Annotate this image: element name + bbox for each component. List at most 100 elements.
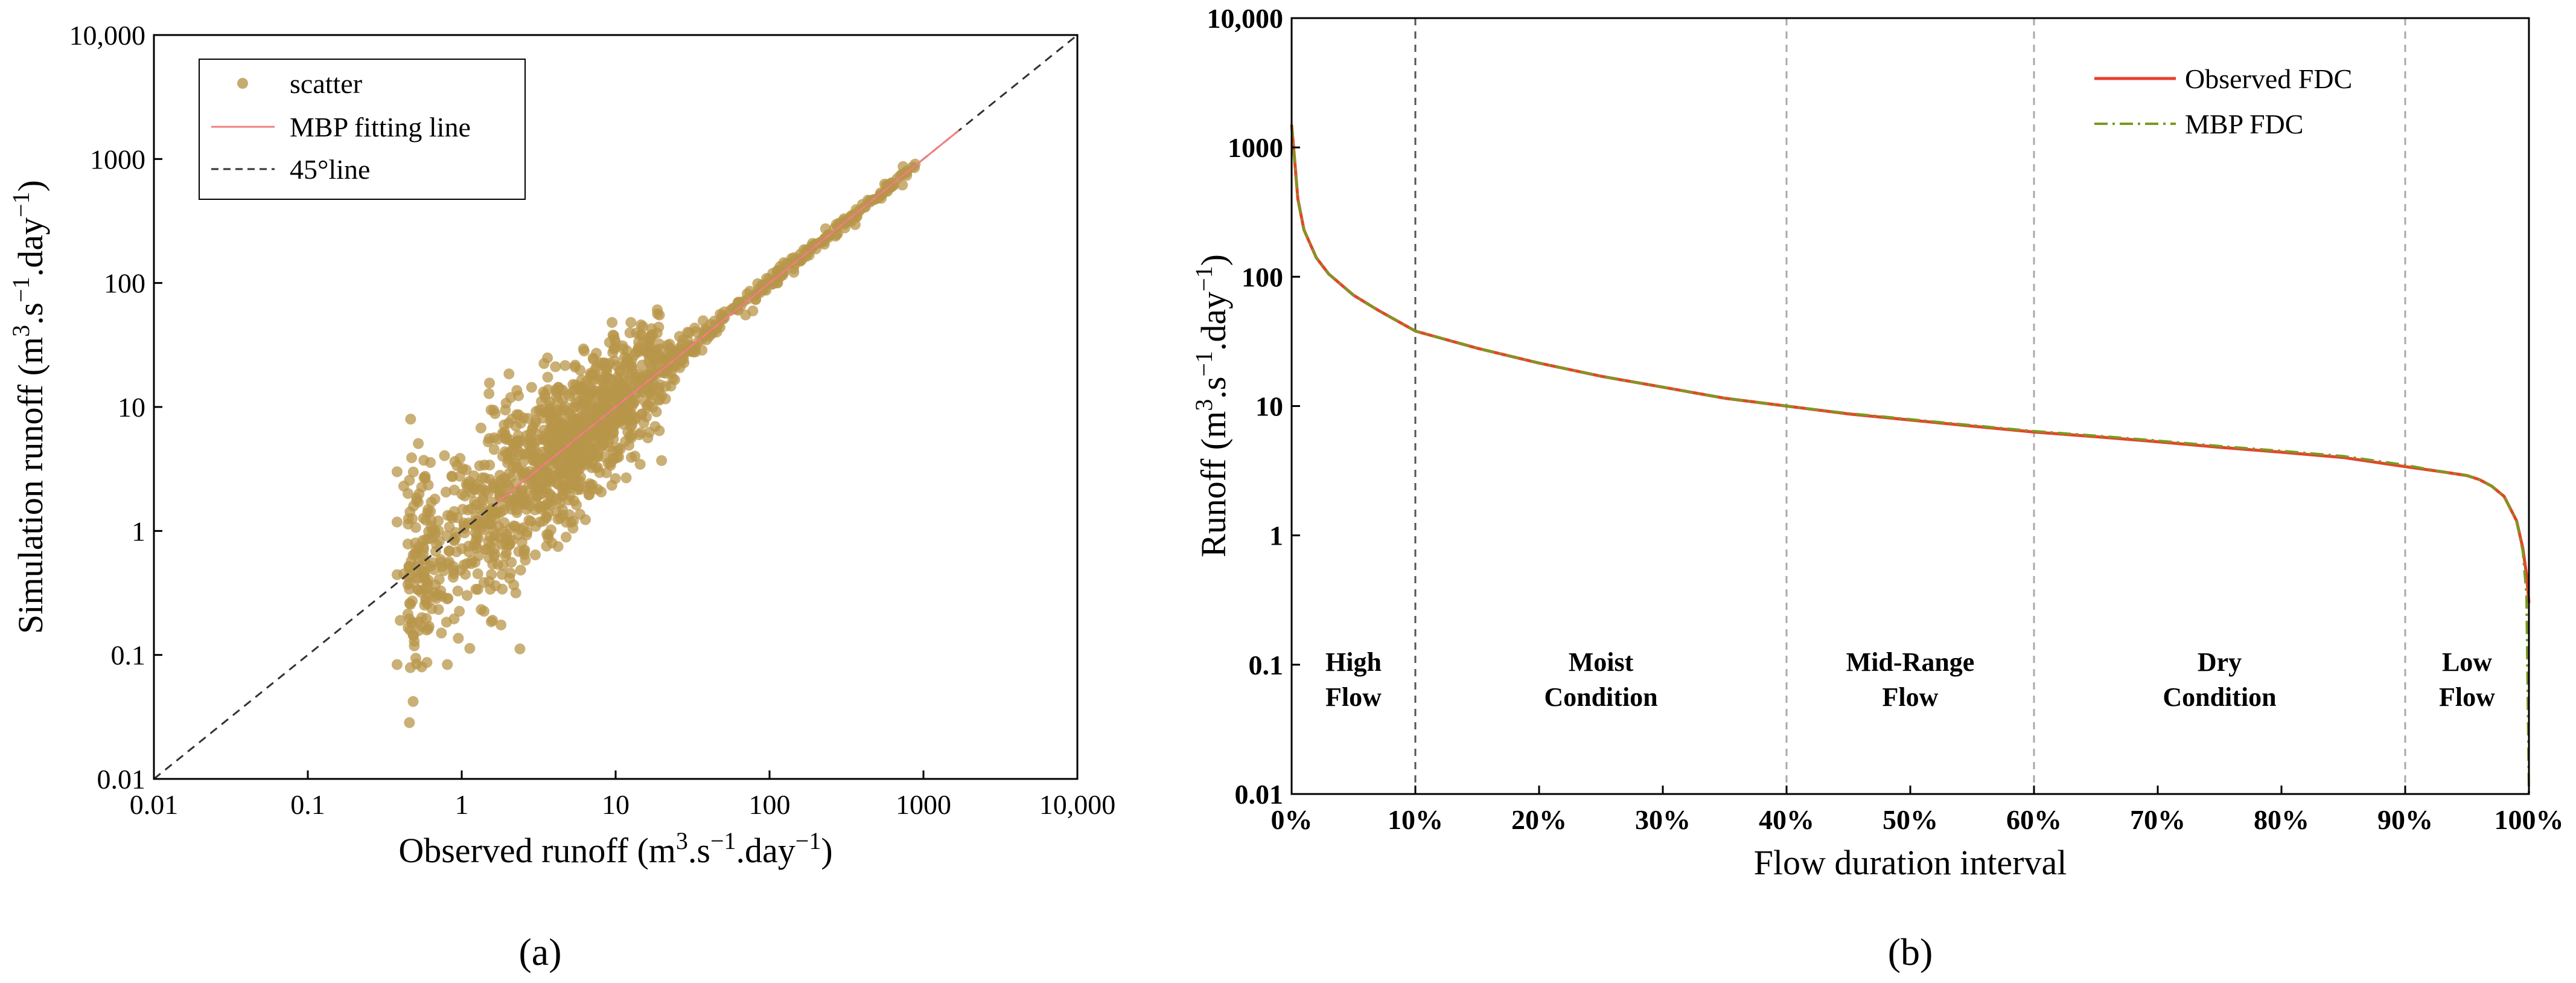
panel-a: 0.01 0.1 1 10 100 1000 10,000 0.01 0.1 1 10 100 100… xyxy=(7,20,1115,973)
scatter-point xyxy=(526,382,537,393)
scatter-point xyxy=(624,431,636,443)
y-tick-label-b: 100 xyxy=(1242,261,1283,292)
scatter-point xyxy=(496,490,507,502)
scatter-point xyxy=(629,450,640,462)
scatter-point xyxy=(454,606,465,617)
legend-label-45: 45°line xyxy=(290,154,370,185)
scatter-point xyxy=(560,531,572,543)
region-label: Dry xyxy=(2198,647,2242,677)
scatter-point xyxy=(406,452,417,464)
scatter-point xyxy=(627,397,639,408)
scatter-point xyxy=(429,493,441,505)
scatter-point xyxy=(532,429,543,440)
legend-box-a xyxy=(199,59,526,200)
scatter-point xyxy=(544,400,556,412)
scatter-point xyxy=(419,600,430,611)
scatter-point xyxy=(403,513,414,525)
scatter-point xyxy=(416,612,427,623)
scatter-point xyxy=(472,568,483,580)
y-tick-label-b: 0.1 xyxy=(1249,650,1284,680)
scatter-point xyxy=(657,353,669,365)
scatter-point xyxy=(444,556,455,568)
y-tick-label-b: 1000 xyxy=(1228,132,1283,163)
scatter-point xyxy=(435,557,447,568)
x-tick-label-b: 30% xyxy=(1635,804,1691,835)
x-tick-label-b: 60% xyxy=(2006,804,2062,835)
scatter-point xyxy=(464,642,476,654)
scatter-point xyxy=(398,481,409,492)
scatter-point xyxy=(643,336,655,347)
scatter-point xyxy=(572,465,584,476)
scatter-point xyxy=(642,368,653,380)
legend-b: Observed FDC MBP FDC xyxy=(2094,63,2352,139)
fdc-series xyxy=(1290,124,2531,795)
scatter-point xyxy=(538,358,550,370)
scatter-point xyxy=(570,499,582,511)
scatter-point xyxy=(504,434,515,446)
scatter-point xyxy=(642,347,654,358)
scatter-point xyxy=(503,468,515,479)
y-tick-label-a: 1 xyxy=(132,516,145,546)
y-tick-label-a: 0.1 xyxy=(111,640,146,671)
scatter-point xyxy=(752,278,764,289)
scatter-point xyxy=(575,484,586,495)
y-tick-label-a: 100 xyxy=(104,268,145,299)
x-tick-label-b: 10% xyxy=(1388,804,1443,835)
scatter-point xyxy=(420,534,432,545)
scatter-point xyxy=(621,390,633,402)
scatter-point xyxy=(567,379,579,390)
y-tick-label-b: 1 xyxy=(1269,520,1283,551)
region-label: Flow xyxy=(1883,682,1939,712)
scatter-point xyxy=(391,659,403,670)
x-tick-label-a: 1 xyxy=(455,789,469,820)
scatter-point xyxy=(594,467,605,478)
scatter-point xyxy=(514,643,526,655)
scatter-point xyxy=(593,407,604,418)
scatter-point xyxy=(483,388,495,399)
x-tick-label-b: 100% xyxy=(2495,804,2564,835)
scatter-point xyxy=(407,549,419,561)
scatter-point xyxy=(769,275,780,287)
scatter-point xyxy=(542,371,553,383)
scatter-point xyxy=(569,359,581,371)
y-axis-label-b: Runoff (m3.s−1.day−1) xyxy=(1190,254,1233,557)
scatter-point xyxy=(405,414,416,425)
x-tick-label-b: 80% xyxy=(2254,804,2309,835)
y-tick-label-b: 0.01 xyxy=(1235,779,1284,810)
scatter-point xyxy=(648,379,660,391)
scatter-point xyxy=(519,544,531,556)
scatter-points xyxy=(391,158,921,728)
scatter-point xyxy=(391,466,403,478)
scatter-point xyxy=(534,516,546,528)
scatter-point xyxy=(433,574,445,585)
scatter-point xyxy=(611,360,622,371)
scatter-point xyxy=(660,380,672,392)
scatter-point xyxy=(541,498,553,509)
scatter-point xyxy=(422,507,433,519)
scatter-point xyxy=(518,497,529,508)
scatter-point xyxy=(470,534,482,546)
scatter-point xyxy=(470,557,481,568)
scatter-point xyxy=(395,615,406,626)
scatter-point xyxy=(536,405,547,416)
scatter-point xyxy=(461,590,473,601)
scatter-point xyxy=(608,386,619,398)
scatter-point xyxy=(543,533,554,544)
scatter-point xyxy=(476,604,487,615)
scatter-point xyxy=(636,359,648,371)
scatter-point xyxy=(503,368,515,380)
scatter-point xyxy=(436,627,447,639)
x-tick-label-b: 70% xyxy=(2130,804,2185,835)
scatter-point xyxy=(578,343,589,354)
scatter-point xyxy=(500,405,511,416)
scatter-point xyxy=(613,374,624,386)
series-observed-fdc xyxy=(1290,124,2531,603)
scatter-point xyxy=(391,516,403,528)
scatter-point xyxy=(449,456,461,467)
scatter-point xyxy=(560,360,571,371)
x-tick-label-b: 90% xyxy=(2377,804,2433,835)
scatter-point xyxy=(511,462,523,473)
scatter-point xyxy=(598,357,609,369)
region-label: Condition xyxy=(1544,682,1657,712)
